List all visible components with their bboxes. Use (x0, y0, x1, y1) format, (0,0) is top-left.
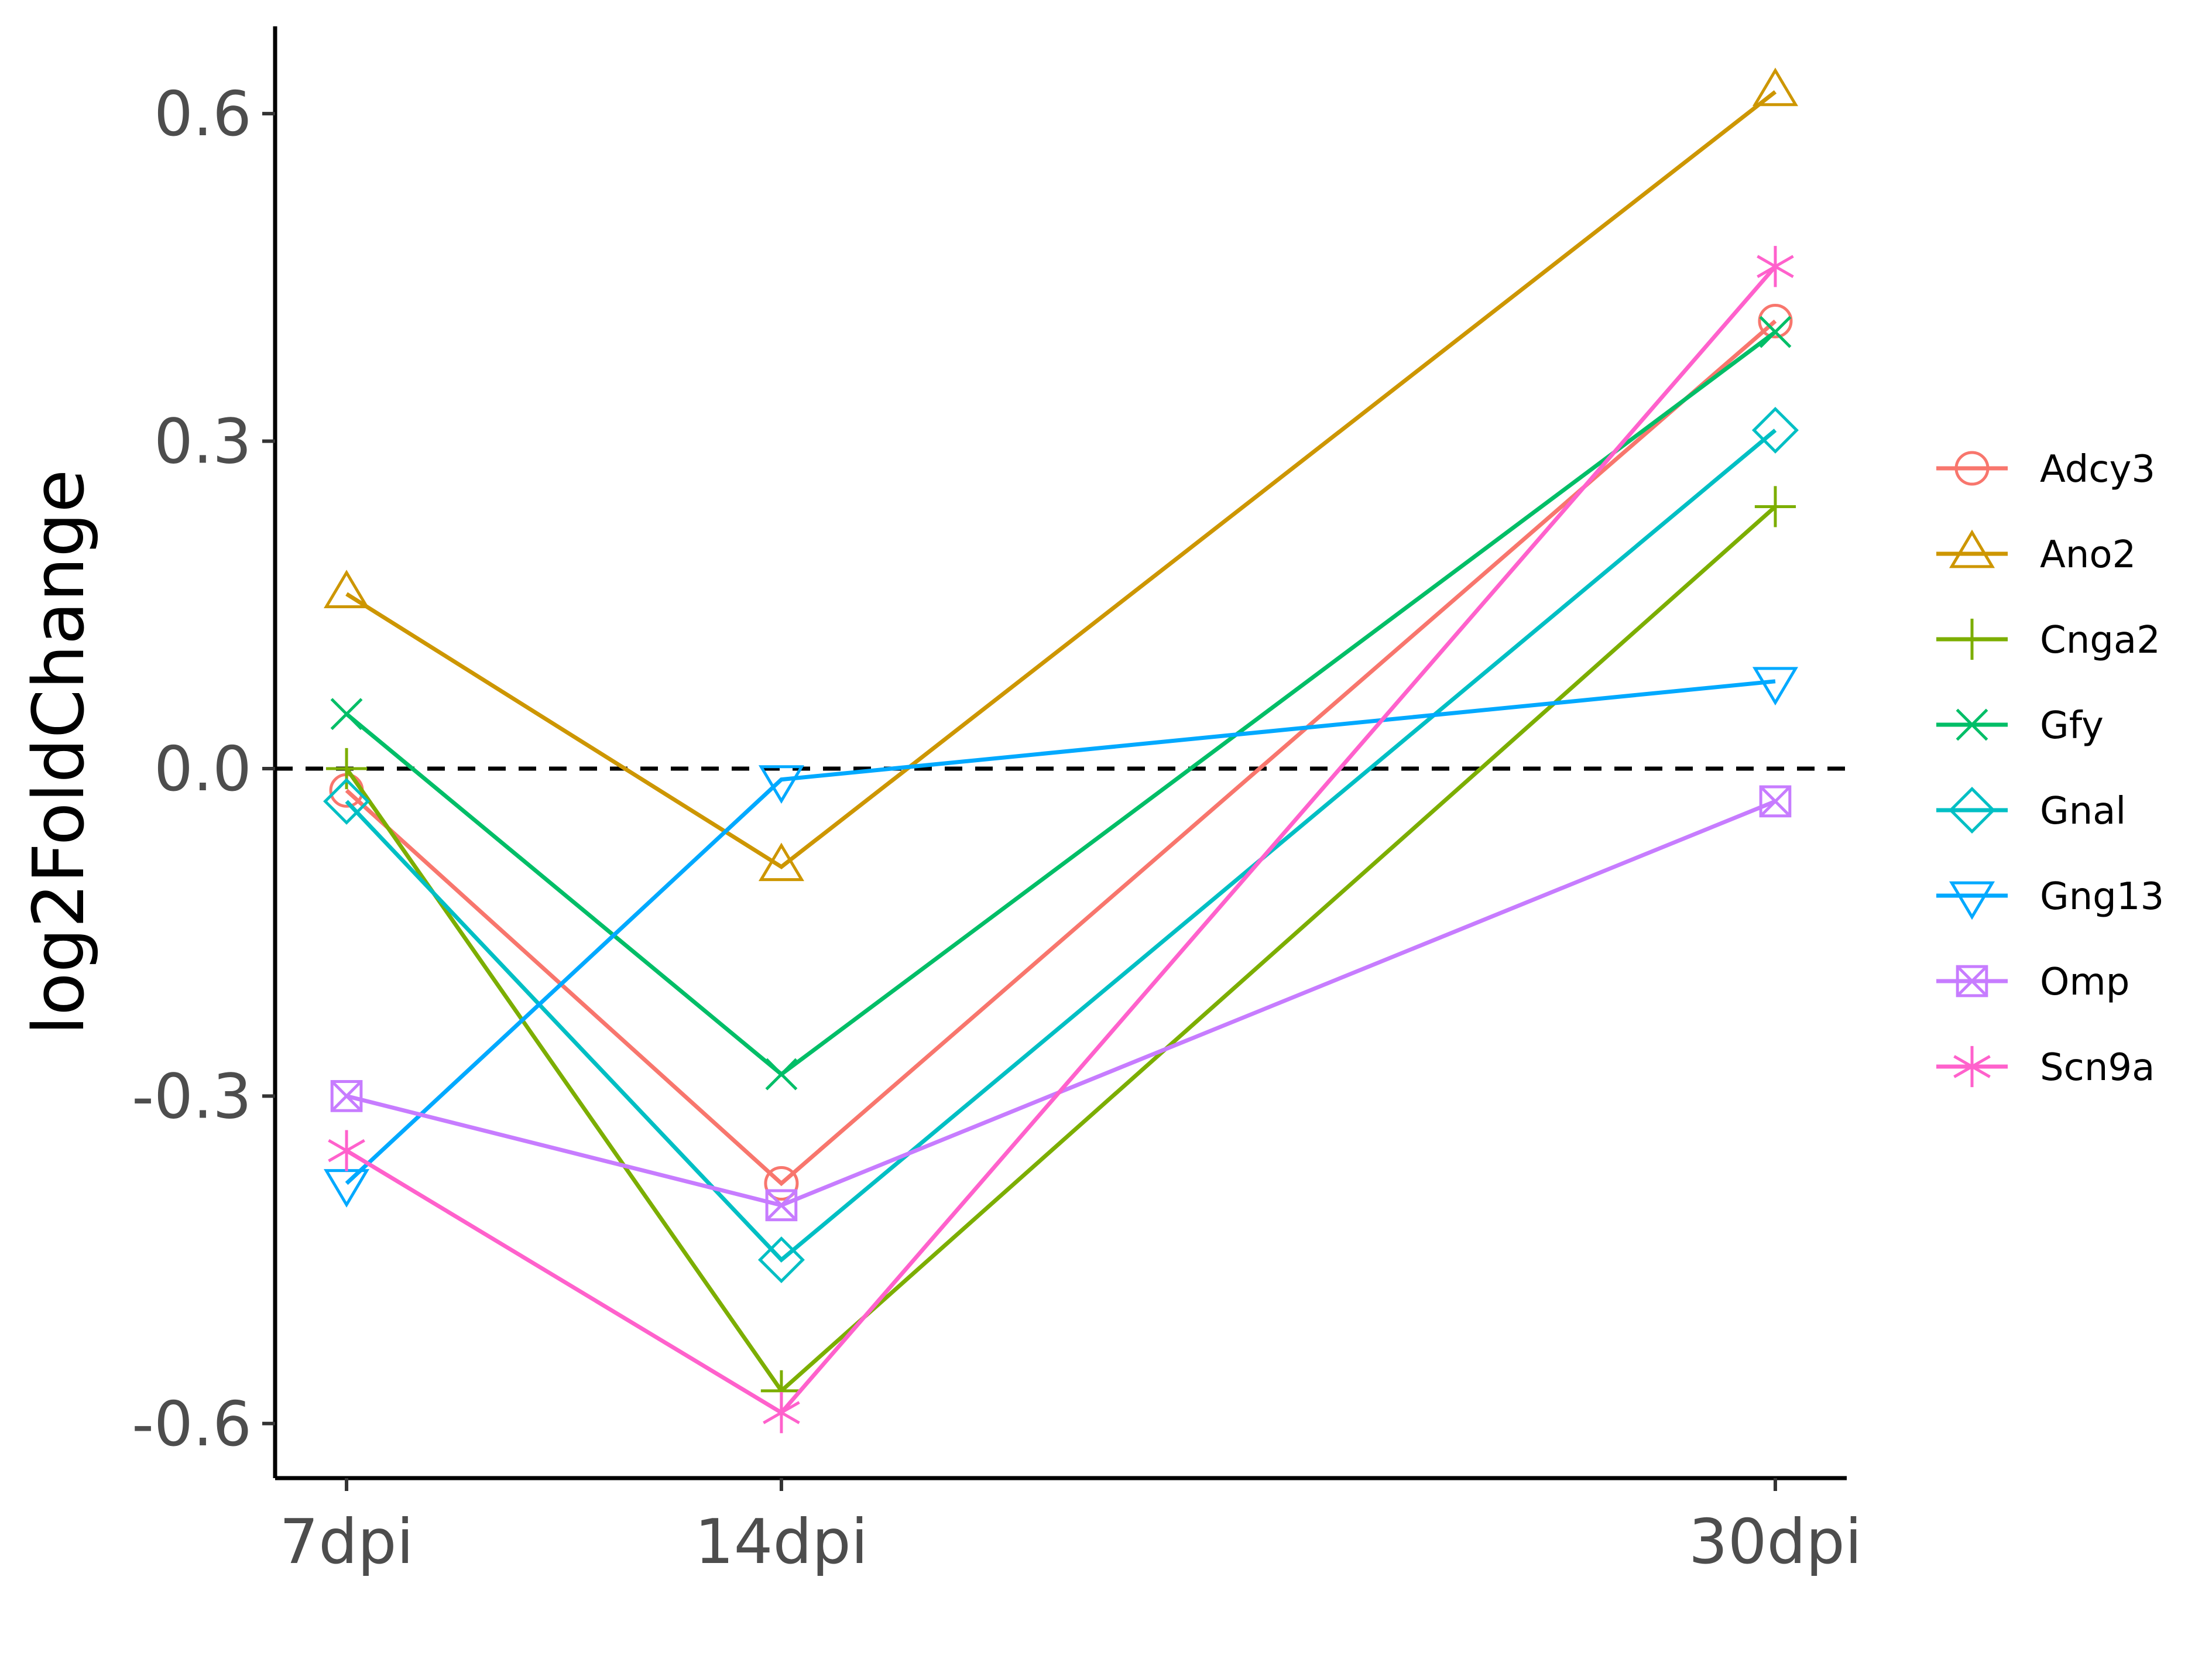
data-point-adcy3-30dpi (1758, 303, 1793, 338)
y-tick-label: 0.6 (154, 78, 252, 150)
legend-label: Gnal (2040, 790, 2126, 833)
data-point-cnga2-7dpi (325, 748, 368, 790)
legend-label: Cnga2 (2040, 619, 2160, 662)
legend-item-gnal: Gnal (1936, 787, 2126, 834)
legend-item-adcy3: Adcy3 (1936, 448, 2155, 491)
series-line-adcy3 (345, 319, 1777, 1187)
data-point-gng13-14dpi (758, 765, 804, 804)
data-point-adcy3-14dpi (764, 1166, 799, 1201)
data-point-gnal-14dpi (757, 1236, 805, 1284)
legend-label: Adcy3 (2040, 448, 2155, 491)
data-point-gng13-30dpi (1752, 667, 1798, 706)
data-point-ano2-14dpi (758, 842, 804, 882)
data-point-scn9a-30dpi (1757, 246, 1794, 287)
data-point-gfy-30dpi (1759, 316, 1792, 348)
legend-label: Gfy (2040, 704, 2104, 748)
data-point-gnal-7dpi (323, 777, 371, 825)
legend-item-scn9a: Scn9a (1936, 1046, 2155, 1089)
legend-item-cnga2: Cnga2 (1936, 618, 2160, 662)
data-point-cnga2-30dpi (1754, 486, 1796, 527)
legend-key-circle-icon (1954, 451, 1990, 486)
legend-item-omp: Omp (1936, 961, 2129, 1004)
legend-key-cross-icon (1956, 708, 1988, 741)
legend-key-asterisk-icon (1953, 1046, 1991, 1088)
legend-item-ano2: Ano2 (1936, 529, 2136, 577)
data-point-scn9a-7dpi (328, 1130, 365, 1171)
legend-item-gfy: Gfy (1936, 704, 2104, 748)
series-layer (275, 67, 1847, 1434)
legend: Adcy3 Ano2 Cnga2 Gfy Gnal Gng13 Omp Scn9a (1936, 448, 2164, 1089)
legend-key-diamond-icon (1949, 787, 1995, 834)
legend-label: Scn9a (2040, 1046, 2155, 1089)
data-point-omp-14dpi (765, 1189, 798, 1222)
data-point-omp-7dpi (330, 1080, 363, 1112)
x-tick-label: 30dpi (1689, 1506, 1862, 1578)
legend-key-plus-icon (1951, 618, 1993, 660)
legend-label: Gng13 (2040, 875, 2164, 918)
legend-key-triangle-icon (1949, 529, 1995, 568)
axes-layer: 0.6 0.3 0.0 -0.3 -0.6 7dpi 14dpi 30dpi (132, 26, 1862, 1578)
data-point-ano2-7dpi (324, 570, 370, 608)
y-tick-label: -0.6 (132, 1389, 252, 1460)
data-point-scn9a-14dpi (763, 1392, 800, 1434)
x-tick-label: 14dpi (695, 1506, 868, 1578)
series-line-gng13 (345, 679, 1776, 1185)
series-line-gnal (345, 429, 1777, 1263)
legend-label: Ano2 (2040, 533, 2136, 577)
y-tick-label: -0.3 (132, 1061, 252, 1132)
legend-key-square-x-icon (1956, 965, 1988, 998)
data-point-gfy-14dpi (765, 1058, 798, 1091)
legend-label: Omp (2040, 961, 2129, 1004)
data-point-ano2-30dpi (1752, 67, 1798, 107)
legend-item-gng13: Gng13 (1936, 875, 2164, 920)
series-line-ano2 (345, 90, 1777, 870)
y-tick-label: 0.3 (154, 406, 252, 478)
data-point-omp-30dpi (1759, 785, 1792, 818)
data-point-gnal-30dpi (1751, 406, 1799, 454)
data-point-gfy-7dpi (330, 698, 363, 731)
y-tick-label: 0.0 (154, 733, 252, 805)
y-axis-title: log2FoldChange (19, 469, 100, 1035)
x-tick-label: 7dpi (279, 1506, 413, 1578)
legend-key-triangle-down-icon (1949, 881, 1995, 920)
